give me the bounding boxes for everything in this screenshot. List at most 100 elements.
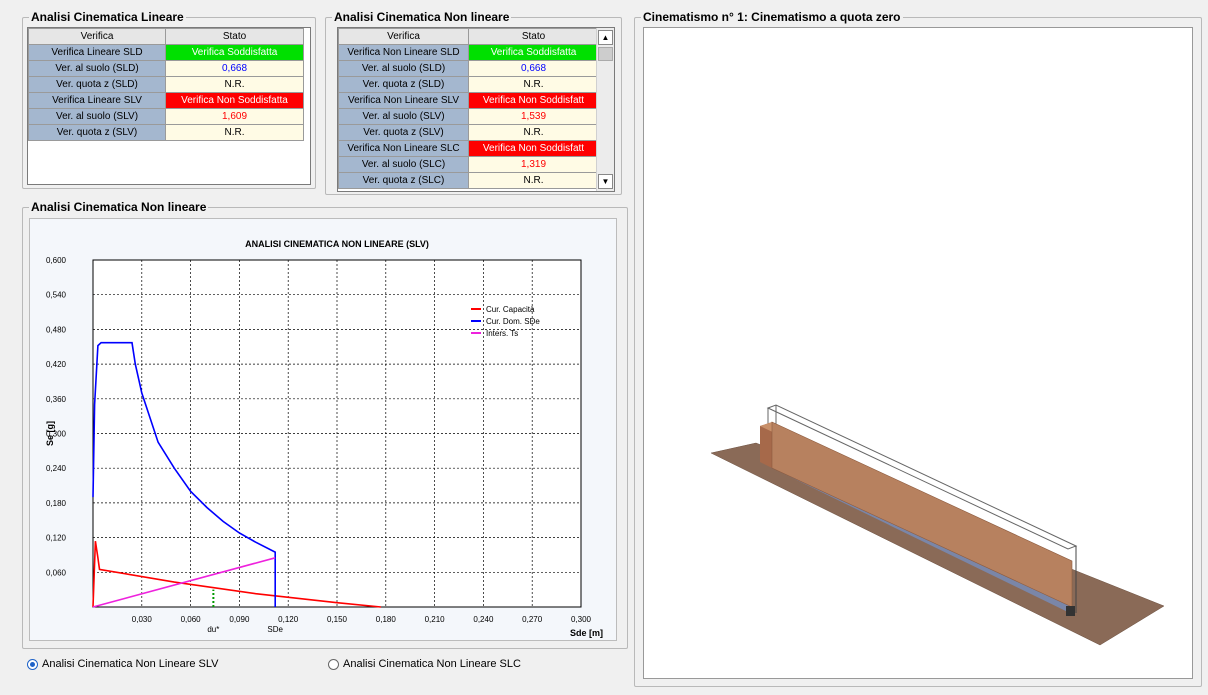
row-label[interactable]: Ver. al suolo (SLV) [338,108,469,125]
linear-analysis-title: Analisi Cinematica Lineare [29,10,186,24]
x-tick-label: 0,120 [278,615,299,624]
x-tick-label: 0,180 [376,615,397,624]
scroll-up-button[interactable]: ▲ [598,30,613,45]
x-tick-label: 0,150 [327,615,348,624]
row-label[interactable]: Ver. quota z (SLV) [28,124,166,141]
marker-label: du* [207,625,219,634]
x-tick-label: 0,210 [425,615,446,624]
row-label[interactable]: Ver. quota z (SLD) [28,76,166,93]
x-tick-label: 0,030 [132,615,153,624]
series-line-2 [92,341,276,607]
chart-group: Analisi Cinematica Non lineare ANALISI C… [22,200,628,649]
y-tick-label: 0,480 [46,325,67,334]
row-status[interactable]: 0,668 [468,60,599,77]
nonlinear-results-table: Verifica Stato Verifica Non Lineare SLD V… [338,28,599,189]
scroll-down-button[interactable]: ▼ [598,174,613,189]
radio-slc-label: Analisi Cinematica Non Lineare SLC [343,658,521,670]
row-status[interactable]: Verifica Non Soddisfatta [165,92,304,109]
x-tick-label: 0,300 [571,615,592,624]
row-label[interactable]: Ver. quota z (SLC) [338,172,469,189]
table-row[interactable]: Verifica Non Lineare SLC Verifica Non Sod… [338,140,599,157]
radio-slv-indicator[interactable] [27,658,38,670]
row-label[interactable]: Verifica Lineare SLV [28,92,166,109]
table-row[interactable]: Ver. al suolo (SLV) 1,539 [338,108,599,125]
table-row[interactable]: Ver. al suolo (SLD) 0,668 [338,60,599,77]
table-row[interactable]: Verifica Non Lineare SLD Verifica Soddisf… [338,44,599,61]
vertical-scrollbar[interactable]: ▲ ▼ [596,28,614,191]
plot-border [92,259,582,608]
row-status[interactable]: Verifica Non Soddisfatt [468,140,599,157]
3d-viewport[interactable] [643,27,1193,679]
chart-title: ANALISI CINEMATICA NON LINEARE (SLV) [245,239,429,249]
row-label[interactable]: Verifica Non Lineare SLV [338,92,469,109]
row-label[interactable]: Ver. al suolo (SLD) [28,60,166,77]
row-label[interactable]: Ver. quota z (SLD) [338,76,469,93]
row-status[interactable]: Verifica Soddisfatta [468,44,599,61]
linear-results-grid[interactable]: Verifica Stato Verifica Lineare SLD Verif… [27,27,311,185]
radio-slc[interactable]: Analisi Cinematica Non Lineare SLC [328,658,521,670]
nonlinear-results-grid[interactable]: Verifica Stato Verifica Non Lineare SLD V… [337,27,615,192]
marker-label: SDe [267,625,283,634]
col-header-stato[interactable]: Stato [468,28,599,45]
kinematic-view-group: Cinematismo n° 1: Cinematismo a quota ze… [634,10,1202,687]
table-row[interactable]: Verifica Lineare SLV Verifica Non Soddisf… [28,92,304,109]
x-tick-label: 0,060 [181,615,202,624]
chart-group-title: Analisi Cinematica Non lineare [29,200,209,214]
table-row[interactable]: Ver. quota z (SLD) N.R. [28,76,304,93]
legend-entry: Cur. Dom. SDe [486,317,540,326]
row-label[interactable]: Verifica Lineare SLD [28,44,166,61]
row-status[interactable]: N.R. [165,124,304,141]
series-line-3 [92,557,276,608]
y-tick-label: 0,060 [46,568,67,577]
row-status[interactable]: N.R. [468,124,599,141]
radio-slv[interactable]: Analisi Cinematica Non Lineare SLV [27,658,219,670]
row-label[interactable]: Verifica Non Lineare SLD [338,44,469,61]
row-label[interactable]: Ver. quota z (SLV) [338,124,469,141]
y-tick-label: 0,180 [46,499,67,508]
table-row[interactable]: Ver. quota z (SLC) N.R. [338,172,599,189]
table-row[interactable]: Verifica Lineare SLD Verifica Soddisfatta [28,44,304,61]
col-header-verifica[interactable]: Verifica [28,28,166,45]
legend-entry: Cur. Capacità [486,305,535,314]
col-header-stato[interactable]: Stato [165,28,304,45]
kinematic-view-title: Cinematismo n° 1: Cinematismo a quota ze… [641,10,903,24]
y-tick-label: 0,420 [46,360,67,369]
row-status[interactable]: N.R. [468,76,599,93]
table-row[interactable]: Ver. al suolo (SLC) 1,319 [338,156,599,173]
y-axis-label: Se [g] [45,421,55,446]
row-status[interactable]: 1,539 [468,108,599,125]
table-row[interactable]: Ver. quota z (SLD) N.R. [338,76,599,93]
table-row[interactable]: Ver. quota z (SLV) N.R. [338,124,599,141]
radio-slv-label: Analisi Cinematica Non Lineare SLV [42,658,219,670]
wall-face [760,422,772,468]
row-status[interactable]: 0,668 [165,60,304,77]
capacity-curve-chart: ANALISI CINEMATICA NON LINEARE (SLV) 0,03… [29,218,617,641]
table-row[interactable]: Verifica Non Lineare SLV Verifica Non Sod… [338,92,599,109]
y-tick-label: 0,120 [46,534,67,543]
row-status[interactable]: N.R. [468,172,599,189]
nonlinear-analysis-group: Analisi Cinematica Non lineare Verifica … [325,10,622,195]
y-tick-label: 0,300 [46,430,67,439]
row-status[interactable]: 1,609 [165,108,304,125]
wall-foot [1066,606,1075,616]
series-line-1 [92,540,381,608]
radio-slc-indicator[interactable] [328,658,339,670]
y-tick-label: 0,540 [46,291,67,300]
row-status[interactable]: Verifica Soddisfatta [165,44,304,61]
row-label[interactable]: Ver. al suolo (SLD) [338,60,469,77]
y-tick-label: 0,360 [46,395,67,404]
wall-front [771,421,1073,608]
x-tick-label: 0,090 [229,615,250,624]
col-header-verifica[interactable]: Verifica [338,28,469,45]
table-row[interactable]: Ver. al suolo (SLV) 1,609 [28,108,304,125]
row-label[interactable]: Verifica Non Lineare SLC [338,140,469,157]
row-status[interactable]: Verifica Non Soddisfatt [468,92,599,109]
row-label[interactable]: Ver. al suolo (SLV) [28,108,166,125]
row-label[interactable]: Ver. al suolo (SLC) [338,156,469,173]
table-row[interactable]: Ver. quota z (SLV) N.R. [28,124,304,141]
row-status[interactable]: 1,319 [468,156,599,173]
table-row[interactable]: Ver. al suolo (SLD) 0,668 [28,60,304,77]
scroll-thumb[interactable] [598,47,613,61]
x-tick-label: 0,240 [473,615,494,624]
row-status[interactable]: N.R. [165,76,304,93]
